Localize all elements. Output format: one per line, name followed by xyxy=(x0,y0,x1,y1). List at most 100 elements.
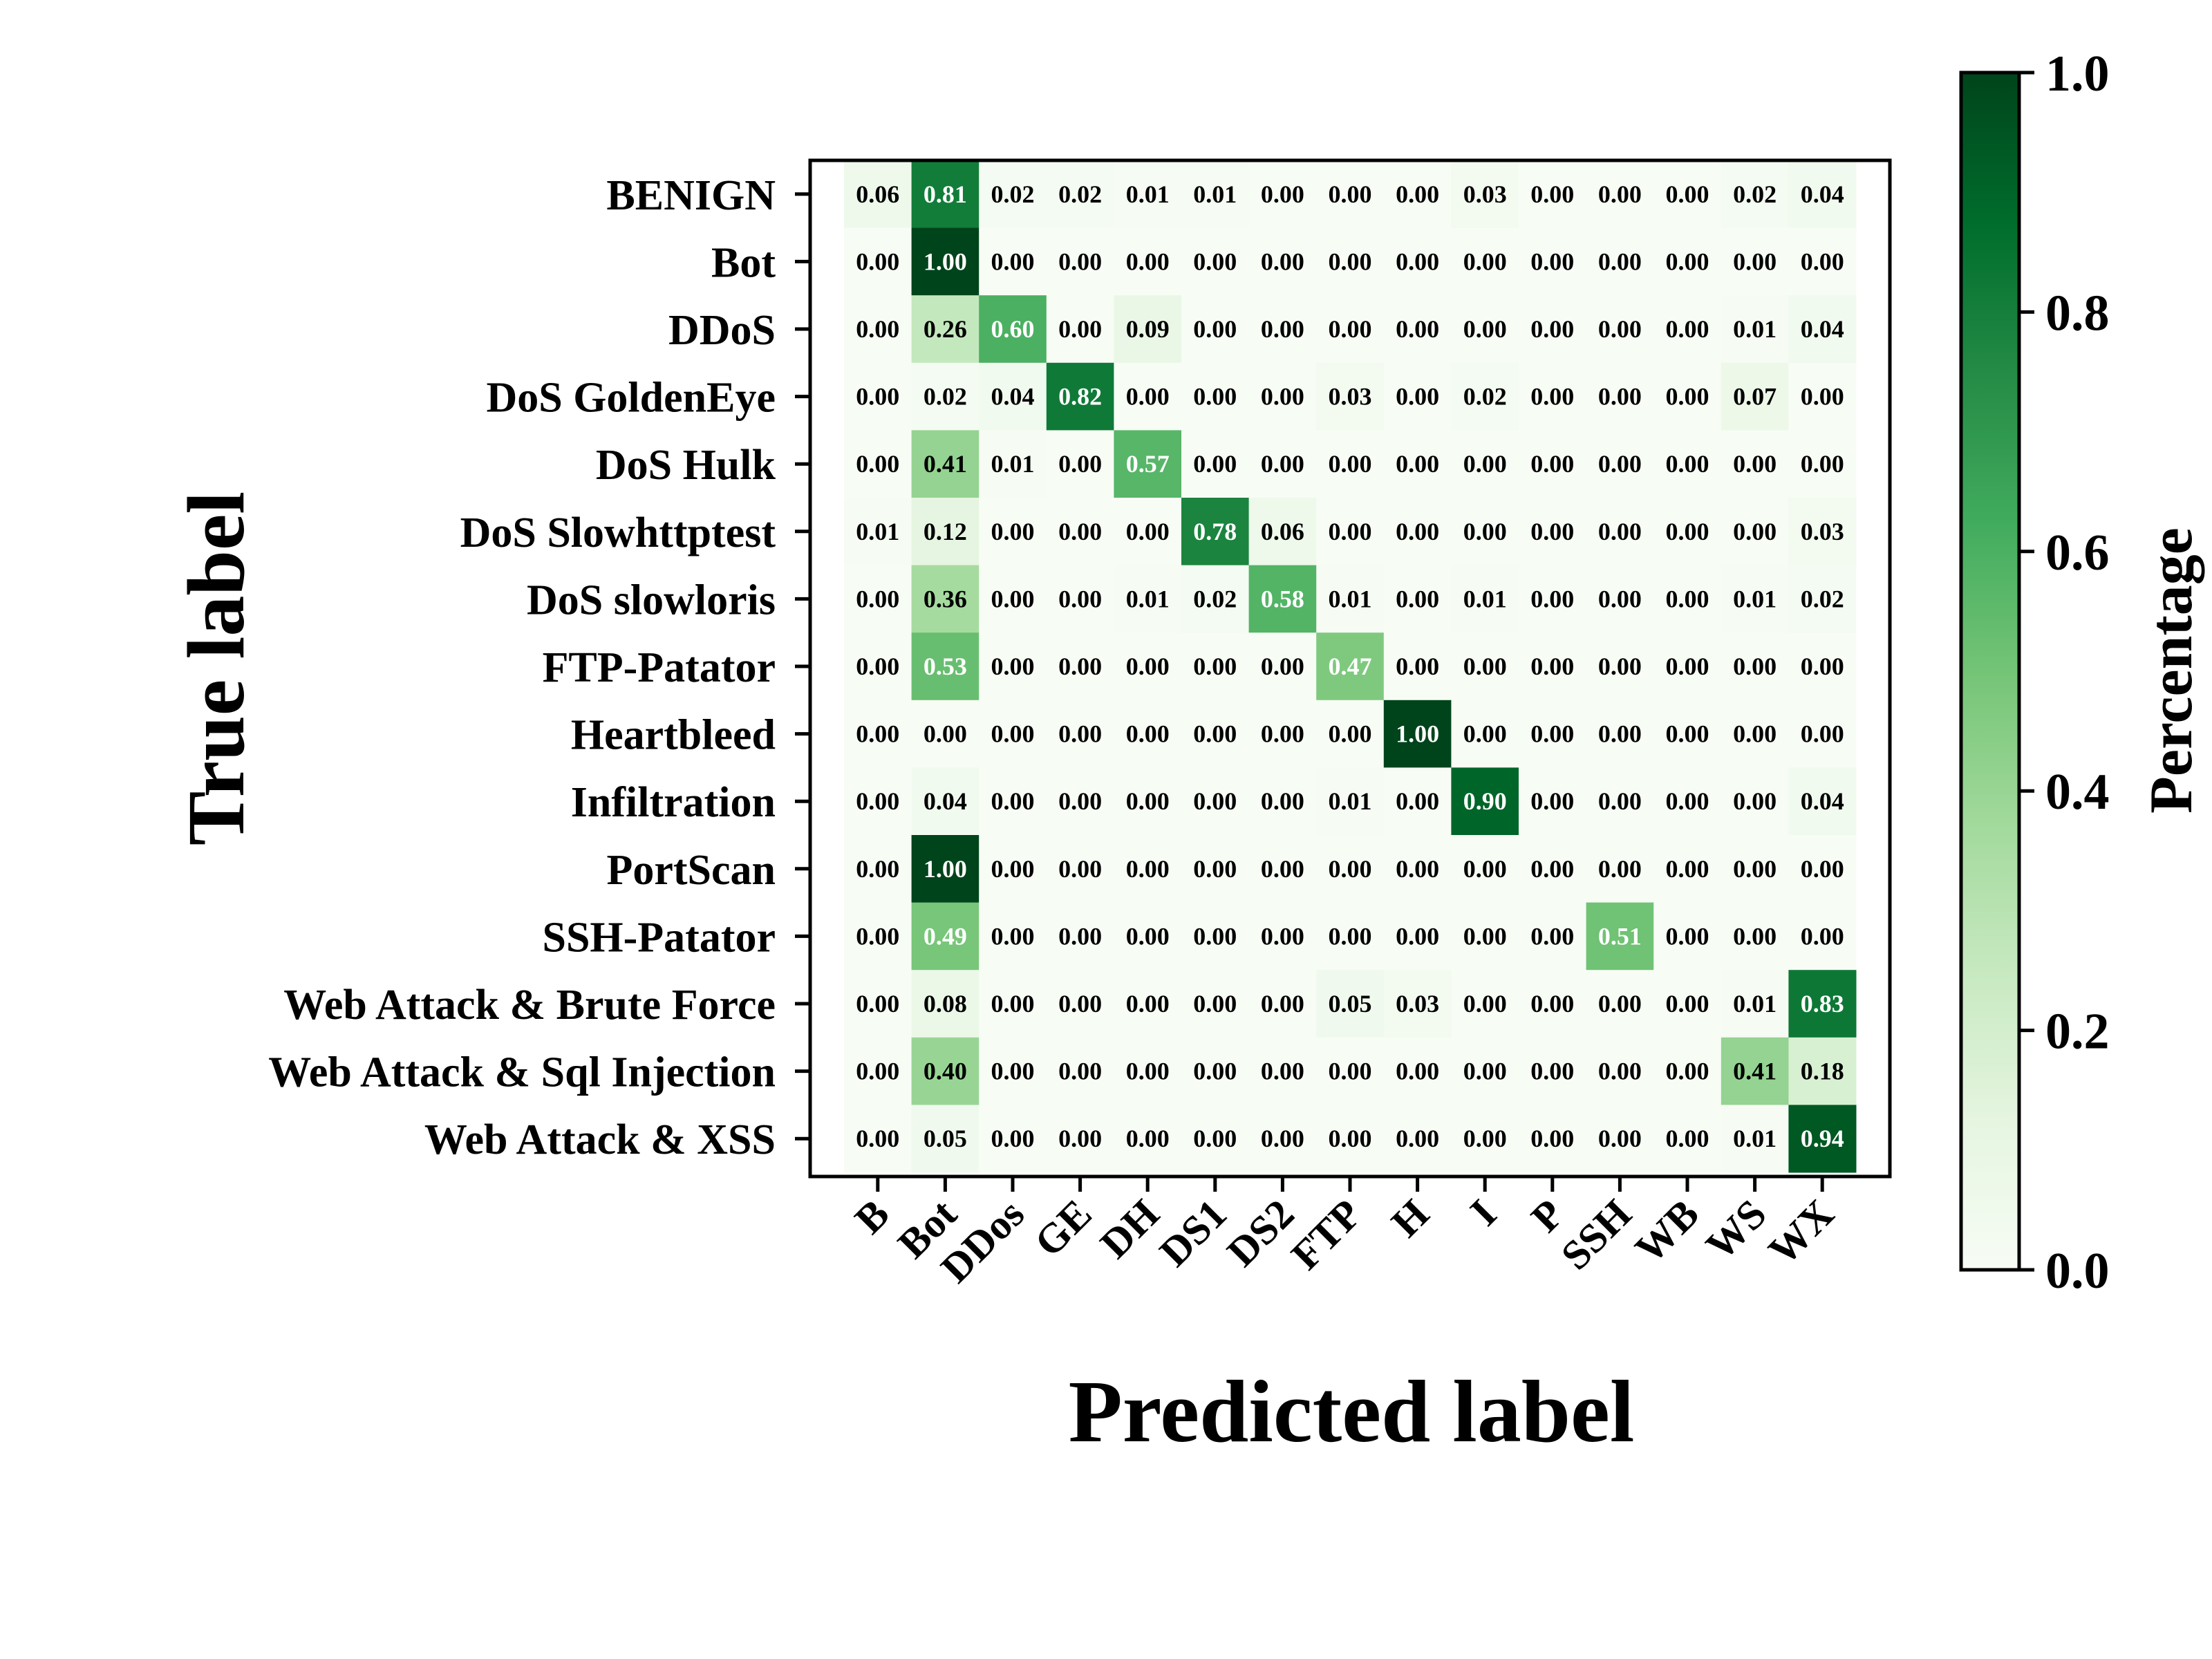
cell-value-label: 0.01 xyxy=(1733,990,1777,1018)
heatmap-cell xyxy=(1451,970,1519,1038)
cell-value-label: 0.26 xyxy=(924,315,967,343)
cell-value-label: 0.00 xyxy=(856,450,899,478)
heatmap-cell xyxy=(1181,362,1250,431)
cell-value-label: 0.00 xyxy=(1666,855,1709,883)
cell-value-label: 0.41 xyxy=(1733,1058,1777,1085)
heatmap-cell xyxy=(911,227,980,296)
heatmap-cell xyxy=(1788,767,1857,836)
heatmap-cell xyxy=(1586,160,1654,229)
heatmap-cell xyxy=(1586,295,1654,364)
cell-value-label: 0.00 xyxy=(1329,922,1372,950)
heatmap-cell xyxy=(1316,160,1385,229)
cell-value-label: 0.00 xyxy=(1530,787,1574,815)
heatmap-cell xyxy=(844,902,912,971)
cell-value-label: 0.00 xyxy=(1396,315,1439,343)
heatmap-cell xyxy=(1586,767,1654,836)
cell-value-label: 0.02 xyxy=(991,180,1035,208)
heatmap-cell xyxy=(1721,295,1789,364)
cell-value-label: 0.00 xyxy=(1801,922,1844,950)
colorbar-ticks: 0.0 0.2 0.4 0.6 0.8 1.0 xyxy=(2019,46,2110,1300)
heatmap-cell xyxy=(1788,970,1857,1038)
cell-value-label: 0.00 xyxy=(1396,383,1439,411)
heatmap-cell xyxy=(1788,430,1857,498)
heatmap-cell xyxy=(844,430,912,498)
heatmap-cell xyxy=(979,295,1047,364)
cell-value-label: 0.00 xyxy=(1666,450,1709,478)
cell-value-label: 0.00 xyxy=(991,653,1035,680)
heatmap-cell xyxy=(1653,632,1722,701)
cell-value-label: 0.00 xyxy=(1329,518,1372,545)
heatmap-cell xyxy=(979,227,1047,296)
heatmap-cell xyxy=(1046,160,1114,229)
cell-value-label: 0.00 xyxy=(1058,1058,1102,1085)
heatmap-cell xyxy=(979,160,1047,229)
heatmap-cell xyxy=(1653,1037,1722,1105)
heatmap-cell xyxy=(844,362,912,431)
heatmap-cell xyxy=(1721,160,1789,229)
cell-value-label: 0.00 xyxy=(1261,720,1304,748)
heatmap-cell xyxy=(1114,767,1182,836)
cell-value-label: 0.00 xyxy=(1126,922,1170,950)
y-tick-label: DDoS xyxy=(668,307,776,354)
heatmap-cell xyxy=(1519,1037,1587,1105)
cell-value-label: 0.00 xyxy=(1666,720,1709,748)
heatmap-cell xyxy=(1519,835,1587,903)
cell-value-label: 0.00 xyxy=(1193,315,1237,343)
cell-value-label: 0.00 xyxy=(1193,383,1237,411)
cell-value-label: 0.00 xyxy=(1530,518,1574,545)
y-tick-label: DoS Hulk xyxy=(596,442,776,489)
cell-value-label: 0.01 xyxy=(1463,585,1507,612)
heatmap-cell xyxy=(979,498,1047,566)
y-tick-label: Infiltration xyxy=(571,779,776,826)
x-tick-label: GE xyxy=(1026,1191,1100,1266)
cell-value-label: 0.53 xyxy=(924,653,967,680)
heatmap-cell xyxy=(1721,970,1789,1038)
cell-value-label: 0.05 xyxy=(924,1125,967,1152)
heatmap-cell xyxy=(844,295,912,364)
heatmap-cell xyxy=(1316,632,1385,701)
cell-value-label: 0.01 xyxy=(1329,787,1372,815)
cell-value-label: 0.00 xyxy=(1329,180,1372,208)
cell-value-label: 0.00 xyxy=(1666,383,1709,411)
heatmap-cell xyxy=(1383,1105,1452,1173)
cell-value-label: 0.00 xyxy=(1666,990,1709,1018)
heatmap-cell xyxy=(1046,430,1114,498)
cell-value-label: 0.03 xyxy=(1396,990,1439,1018)
cell-value-label: 0.00 xyxy=(1396,1058,1439,1085)
heatmap-cell xyxy=(1316,700,1385,768)
cell-value-label: 0.00 xyxy=(856,585,899,612)
heatmap-cell xyxy=(1721,1105,1789,1173)
heatmap-cell xyxy=(1316,430,1385,498)
cell-value-label: 0.00 xyxy=(1463,247,1507,275)
colorbar-tick-label: 1.0 xyxy=(2045,46,2110,102)
heatmap-cell-labels: 0.06 0.81 0.02 0.02 0.01 0.01 0.00 0.00 0.00 0.03… xyxy=(856,180,1844,1152)
cell-value-label: 0.00 xyxy=(856,922,899,950)
cell-value-label: 0.00 xyxy=(856,1125,899,1152)
heatmap-cell xyxy=(1316,227,1385,296)
heatmap-cell xyxy=(1046,1105,1114,1173)
cell-value-label: 0.00 xyxy=(856,1058,899,1085)
cell-value-label: 0.00 xyxy=(1801,855,1844,883)
heatmap-cell xyxy=(1046,632,1114,701)
heatmap-cell xyxy=(979,632,1047,701)
cell-value-label: 0.09 xyxy=(1126,315,1170,343)
cell-value-label: 0.00 xyxy=(1733,247,1777,275)
heatmap-cell xyxy=(1788,565,1857,633)
heatmap-cell xyxy=(1721,565,1789,633)
heatmap-cell xyxy=(1383,295,1452,364)
cell-value-label: 0.82 xyxy=(1058,383,1102,411)
heatmap-cell xyxy=(844,700,912,768)
cell-value-label: 0.00 xyxy=(856,990,899,1018)
heatmap-cell xyxy=(1451,902,1519,971)
cell-value-label: 0.51 xyxy=(1598,922,1642,950)
y-tick-label: DoS slowloris xyxy=(527,577,776,624)
cell-value-label: 0.00 xyxy=(1530,855,1574,883)
cell-value-label: 0.00 xyxy=(1396,180,1439,208)
heatmap-cell xyxy=(1451,632,1519,701)
cell-value-label: 0.07 xyxy=(1733,383,1777,411)
heatmap-cell xyxy=(844,835,912,903)
cell-value-label: 0.00 xyxy=(1666,922,1709,950)
cell-value-label: 0.00 xyxy=(1126,855,1170,883)
heatmap-cell xyxy=(911,632,980,701)
cell-value-label: 0.00 xyxy=(1598,1058,1642,1085)
